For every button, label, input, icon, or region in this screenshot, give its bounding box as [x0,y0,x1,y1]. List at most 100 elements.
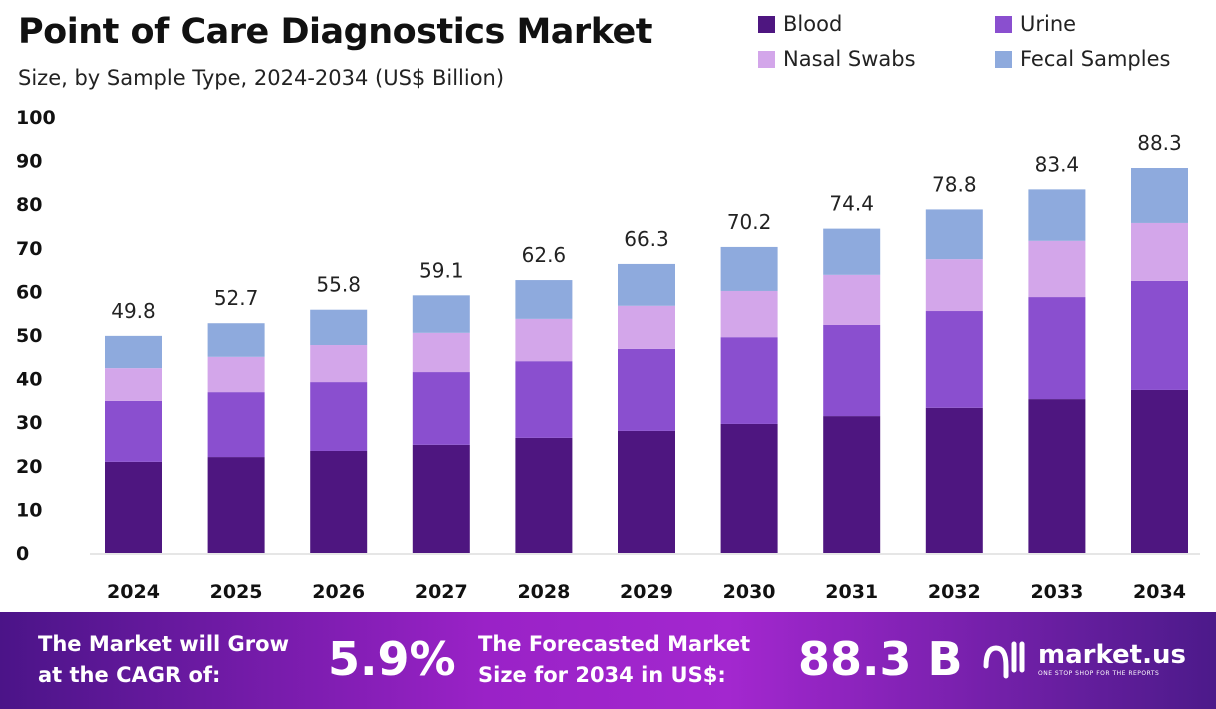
bar-segment-fecal-samples [720,246,778,291]
legend-swatch [995,15,1012,33]
legend-swatch [995,50,1012,68]
bar-segment-fecal-samples [1131,168,1188,223]
bar-segment-nasal-swabs [618,305,675,349]
x-tick-label: 2030 [723,581,776,603]
y-tick-label: 50 [16,325,42,347]
total-data-label: 49.8 [111,299,156,323]
total-data-label: 59.1 [419,258,464,282]
y-tick-label: 80 [16,194,42,216]
bar-segment-blood [515,437,573,553]
bar-segment-fecal-samples [823,228,881,275]
bar-segment-nasal-swabs [412,332,470,373]
x-tick-label: 2027 [415,581,468,603]
bar-segment-urine [105,400,162,462]
bar-segment-nasal-swabs [720,290,778,338]
cagr-label: The Market will Grow at the CAGR of: [38,629,289,691]
y-tick-label: 20 [16,456,42,478]
x-tick-label: 2029 [620,581,673,603]
bar-segment-nasal-swabs [207,356,265,393]
x-tick-label: 2031 [825,581,878,603]
y-tick-label: 60 [16,281,42,303]
total-data-label: 62.6 [522,243,567,267]
total-data-label: 78.8 [932,172,977,196]
stacked-bar-chart: 010203040506070809010049.8202452.7202555… [16,107,1200,603]
bar-segment-fecal-samples [1028,189,1086,241]
bar-segment-blood [310,450,368,553]
x-tick-label: 2028 [517,581,570,603]
bar-segment-blood [105,461,162,553]
x-tick-label: 2034 [1133,581,1186,603]
bar-segment-fecal-samples [207,323,265,357]
bar-segment-nasal-swabs [105,368,162,401]
legend-label: Nasal Swabs [783,47,916,71]
legend-item: Nasal Swabs [758,47,916,71]
forecast-label-line1: The Forecasted Market [478,632,751,656]
bar-segment-fecal-samples [105,335,162,369]
bar-segment-fecal-samples [412,295,470,333]
bar-segment-urine [515,361,573,438]
bar-segment-fecal-samples [618,263,675,306]
total-data-label: 52.7 [214,286,259,310]
x-tick-label: 2025 [210,581,263,603]
bar-segment-urine [412,372,470,445]
bar-segment-fecal-samples [925,209,983,260]
logo-text: market.us [1038,639,1186,670]
total-data-label: 88.3 [1137,131,1182,155]
footer-banner: The Market will Grow at the CAGR of: 5.9… [0,612,1216,709]
bar-segment-blood [1028,399,1086,553]
chart-subtitle: Size, by Sample Type, 2024-2034 (US$ Bil… [18,66,505,90]
bar-segment-urine [618,348,675,431]
legend-label: Blood [783,12,843,36]
chart-title: Point of Care Diagnostics Market [18,12,653,52]
bar-segment-urine [1028,297,1086,400]
bar-segment-nasal-swabs [310,345,368,383]
bar-segment-urine [207,392,265,458]
forecast-value: 88.3 B [798,632,963,686]
y-tick-label: 10 [16,499,42,521]
logo-tagline: ONE STOP SHOP FOR THE REPORTS [1038,669,1160,677]
bar-segment-nasal-swabs [1131,222,1188,281]
y-tick-label: 30 [16,412,42,434]
x-tick-label: 2026 [312,581,365,603]
bar-segment-fecal-samples [310,309,368,346]
bar-segment-blood [1131,389,1188,553]
legend-item: Fecal Samples [995,47,1170,71]
legend-label: Urine [1020,12,1077,36]
logo-icon [983,641,1025,679]
bar-segment-blood [720,423,778,553]
bar-segment-urine [823,324,881,417]
bar-segment-urine [1131,280,1188,390]
bar-segment-urine [925,311,983,408]
total-data-label: 74.4 [829,192,874,216]
cagr-label-line2: at the CAGR of: [38,663,221,687]
bar-segment-blood [207,457,265,553]
bar-segment-blood [618,430,675,553]
legend-swatch [758,15,775,33]
bar-segment-blood [823,416,881,553]
legend-item: Blood [758,12,842,36]
y-tick-label: 90 [16,151,42,173]
cagr-value: 5.9% [328,632,456,686]
y-tick-label: 70 [16,238,42,260]
total-data-label: 83.4 [1035,152,1080,176]
cagr-label-line1: The Market will Grow [38,632,289,656]
total-data-label: 55.8 [316,273,361,297]
forecast-label-line2: Size for 2034 in US$: [478,663,726,687]
forecast-label: The Forecasted Market Size for 2034 in U… [478,629,750,691]
legend-swatch [758,50,775,68]
y-tick-label: 100 [16,107,56,129]
x-tick-label: 2032 [928,581,981,603]
bar-segment-nasal-swabs [1028,240,1086,298]
legend-label: Fecal Samples [1020,47,1171,71]
y-tick-label: 40 [16,369,42,391]
bar-segment-blood [412,444,470,553]
x-tick-label: 2024 [107,581,160,603]
total-data-label: 70.2 [727,210,772,234]
market-us-logo: market.us ONE STOP SHOP FOR THE REPORTS [980,636,1186,680]
legend-item: Urine [995,12,1076,36]
bar-segment-nasal-swabs [515,318,573,362]
x-tick-label: 2033 [1030,581,1083,603]
bar-segment-urine [720,337,778,424]
bar-segment-nasal-swabs [823,274,881,325]
bar-segment-urine [310,382,368,451]
